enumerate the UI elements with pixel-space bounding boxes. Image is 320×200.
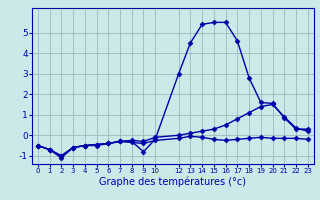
X-axis label: Graphe des températures (°c): Graphe des températures (°c) [99, 177, 246, 187]
